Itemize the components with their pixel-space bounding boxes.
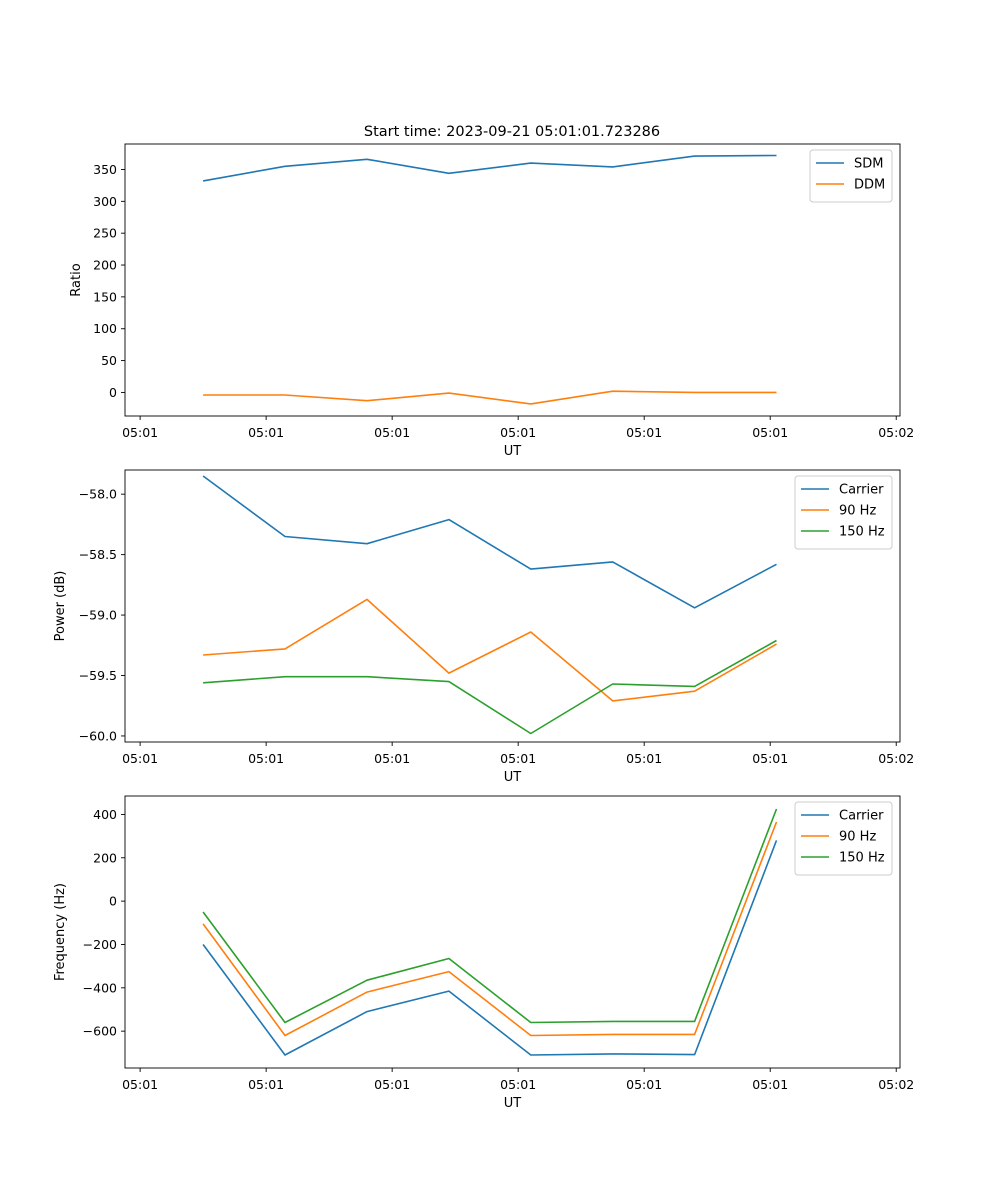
chart-panel-1: 05:01 05:01 05:01 05:01 05:01 05:01 05:02 0 50 10… — [69, 143, 914, 459]
y-tick-label: 200 — [93, 258, 117, 273]
y-axis-label: Frequency (Hz) — [53, 883, 68, 981]
x-tick-label: 05:01 — [626, 1077, 662, 1092]
legend-label: Carrier — [839, 483, 884, 498]
x-tick-label: 05:01 — [752, 1077, 788, 1092]
y-tick-label: −59.5 — [79, 668, 117, 683]
y-tick-label: 250 — [93, 226, 117, 241]
series-line-carrier — [202, 840, 778, 1056]
series-line-150-hz — [202, 808, 778, 1024]
y-tick-label: 150 — [93, 289, 117, 304]
x-tick-label: 05:01 — [248, 751, 284, 766]
legend-label: SDM — [854, 157, 883, 172]
y-tick-label: −400 — [83, 980, 117, 995]
x-tick-label: 05:01 — [626, 751, 662, 766]
y-tick-label: 300 — [93, 194, 117, 209]
x-tick-label: 05:01 — [122, 1077, 158, 1092]
chart-panel-3: 05:01 05:01 05:01 05:01 05:01 05:01 05:02 −600 −… — [53, 795, 914, 1111]
legend: Carrier 90 Hz 150 Hz — [794, 475, 893, 550]
legend: SDM DDM — [809, 149, 893, 203]
axes-frame — [124, 795, 901, 1069]
series-line-150-hz — [203, 639, 777, 735]
axes-frame — [124, 143, 901, 417]
x-tick-label: 05:01 — [374, 1077, 410, 1092]
x-tick-label: 05:01 — [374, 425, 410, 440]
y-tick-label: −600 — [83, 1024, 117, 1039]
x-tick-label: 05:02 — [878, 1077, 914, 1092]
series-line-sdm — [202, 154, 777, 182]
y-tick-label: −58.0 — [79, 487, 117, 502]
series-line-ddm — [203, 390, 777, 405]
y-tick-label: −200 — [83, 937, 117, 952]
x-tick-label: 05:01 — [248, 425, 284, 440]
y-tick-label: −58.5 — [79, 547, 117, 562]
legend-label: 90 Hz — [839, 830, 876, 845]
legend: Carrier 90 Hz 150 Hz — [794, 801, 893, 876]
x-tick-label: 05:01 — [374, 751, 410, 766]
legend-label: 90 Hz — [839, 504, 876, 519]
series-line-90-hz — [202, 821, 778, 1037]
legend-label: 150 Hz — [839, 525, 885, 540]
y-tick-label: 50 — [101, 353, 117, 368]
x-tick-label: 05:01 — [248, 1077, 284, 1092]
x-tick-label: 05:01 — [752, 751, 788, 766]
y-tick-label: 0 — [109, 894, 117, 909]
x-tick-label: 05:01 — [122, 425, 158, 440]
x-tick-label: 05:01 — [122, 751, 158, 766]
x-tick-label: 05:01 — [500, 751, 536, 766]
series-line-90-hz — [203, 598, 777, 702]
y-tick-label: 0 — [109, 385, 117, 400]
x-axis-label: UT — [504, 444, 522, 459]
x-tick-label: 05:02 — [878, 425, 914, 440]
y-axis-label: Power (dB) — [53, 571, 68, 642]
x-tick-label: 05:01 — [626, 425, 662, 440]
x-axis-label: UT — [504, 770, 522, 785]
y-tick-label: −60.0 — [79, 728, 117, 743]
x-tick-label: 05:01 — [752, 425, 788, 440]
figure-title: Start time: 2023-09-21 05:01:01.723286 — [364, 124, 660, 140]
y-tick-label: 400 — [93, 807, 117, 822]
y-tick-label: 100 — [93, 321, 117, 336]
x-axis-label: UT — [504, 1096, 522, 1111]
axes-container: 05:01 05:01 05:01 05:01 05:01 05:01 05:02 0 50 10… — [53, 143, 914, 1111]
legend-label: DDM — [854, 178, 885, 193]
legend-label: 150 Hz — [839, 851, 885, 866]
series-line-carrier — [202, 475, 777, 609]
legend-label: Carrier — [839, 809, 884, 824]
axes-frame — [124, 469, 901, 743]
x-tick-label: 05:02 — [878, 751, 914, 766]
y-tick-label: 200 — [93, 850, 117, 865]
x-tick-label: 05:01 — [500, 1077, 536, 1092]
y-tick-label: 350 — [93, 162, 117, 177]
chart-panel-2: 05:01 05:01 05:01 05:01 05:01 05:01 05:02 −60.0… — [53, 469, 914, 785]
x-tick-label: 05:01 — [500, 425, 536, 440]
y-axis-label: Ratio — [69, 263, 84, 296]
y-tick-label: −59.0 — [79, 608, 117, 623]
